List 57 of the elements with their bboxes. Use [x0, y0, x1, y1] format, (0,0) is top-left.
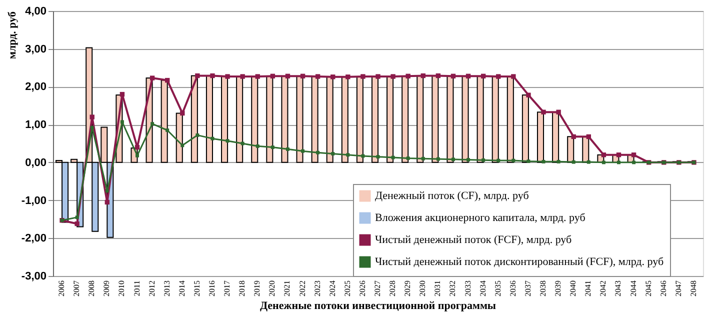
x-tick-label: 2040 [568, 280, 578, 296]
x-axis-title: Денежные потоки инвестиционной программы [260, 300, 496, 312]
legend-label: Денежный поток (CF), млрд. руб [375, 190, 530, 202]
x-tick-label: 2046 [658, 280, 668, 296]
x-tick-label: 2021 [282, 280, 292, 296]
x-tick-label: 2024 [328, 280, 337, 296]
x-tick-label: 2038 [538, 280, 548, 296]
x-tick-label: 2010 [117, 280, 126, 296]
x-tick-label: 2012 [147, 280, 156, 296]
x-tick-label: 2014 [177, 280, 186, 296]
x-tick-label: 2011 [132, 280, 142, 296]
x-tick-label: 2047 [674, 280, 683, 296]
x-tick-label: 2043 [614, 280, 623, 296]
y-tick-label: 2,00 [25, 81, 46, 94]
x-tick-label: 2028 [388, 280, 398, 296]
x-tick-label: 2036 [508, 280, 518, 296]
x-tick-label: 2009 [102, 280, 112, 296]
x-tick-label: 2031 [433, 280, 442, 296]
x-tick-label: 2030 [418, 280, 428, 296]
x-tick-label: 2041 [584, 280, 593, 296]
x-tick-label: 2039 [554, 280, 563, 296]
x-tick-label: 2033 [463, 280, 472, 296]
x-tick-label: 2034 [478, 280, 488, 296]
x-tick-label: 2032 [448, 280, 458, 296]
x-tick-label: 2027 [373, 280, 382, 296]
x-tick-label: 2018 [238, 280, 247, 296]
y-axis-title: млрд. руб [6, 11, 18, 60]
x-tick-label: 2007 [72, 280, 82, 296]
y-tick-label: -3,00 [21, 270, 46, 282]
x-tick-label: 2044 [628, 280, 638, 296]
x-tick-label: 2035 [493, 280, 502, 296]
x-tick-label: 2026 [358, 280, 367, 296]
x-tick-label: 2015 [192, 280, 202, 296]
x-tick-label: 2006 [57, 280, 66, 296]
x-tick-label: 2029 [403, 280, 412, 296]
y-tick-label: -2,00 [21, 232, 46, 245]
y-tick-label: 0,00 [25, 156, 46, 169]
x-tick-label: 2037 [523, 280, 532, 296]
x-tick-label: 2017 [222, 280, 232, 296]
legend-label: Вложения акционерного капитала, млрд. руб [375, 212, 586, 224]
legend-label: Чистый денежный поток дисконтированный (FCF), млрд. руб [375, 256, 664, 268]
y-tick-label: 3,00 [25, 43, 46, 56]
y-tick-label: -1,00 [21, 194, 46, 207]
x-tick-label: 2019 [252, 280, 262, 296]
x-tick-label: 2008 [87, 280, 96, 296]
y-tick-label: 4,00 [25, 6, 46, 18]
x-tick-label: 2020 [268, 280, 277, 296]
x-tick-label: 2016 [207, 280, 216, 296]
x-tick-label: 2022 [298, 280, 307, 296]
x-tick-label: 2013 [162, 280, 172, 296]
x-tick-label: 2042 [598, 280, 608, 296]
legend-label: Чистый денежный поток (FCF), млрд. руб [375, 234, 572, 246]
x-tick-label: 2048 [688, 280, 698, 296]
x-tick-label: 2023 [312, 280, 322, 296]
x-tick-label: 2025 [342, 280, 352, 296]
x-tick-label: 2045 [644, 280, 653, 296]
y-tick-label: 1,00 [25, 119, 46, 132]
